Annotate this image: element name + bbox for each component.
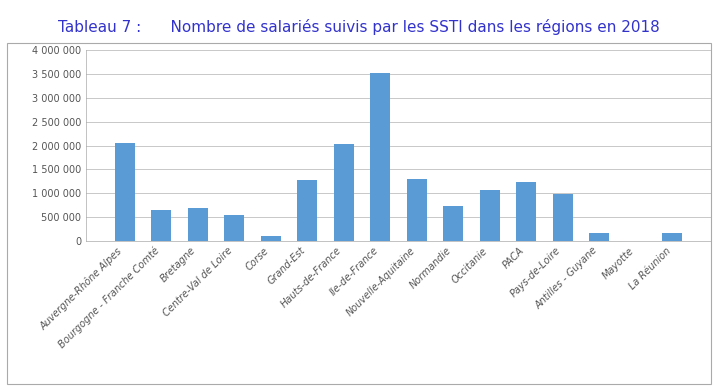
Bar bbox=[224, 215, 244, 241]
Bar bbox=[297, 180, 317, 241]
Bar bbox=[480, 190, 500, 241]
Bar bbox=[370, 73, 391, 241]
Bar bbox=[553, 194, 573, 241]
Bar bbox=[662, 233, 682, 241]
Bar bbox=[151, 210, 171, 241]
Bar bbox=[187, 208, 208, 241]
Bar bbox=[334, 144, 354, 241]
Bar bbox=[115, 143, 135, 241]
Bar bbox=[261, 236, 281, 241]
Bar bbox=[589, 233, 610, 241]
Text: Tableau 7 :      Nombre de salariés suivis par les SSTI dans les régions en 2018: Tableau 7 : Nombre de salariés suivis pa… bbox=[58, 19, 660, 35]
Bar bbox=[443, 206, 463, 241]
Bar bbox=[516, 182, 536, 241]
Bar bbox=[406, 179, 426, 241]
